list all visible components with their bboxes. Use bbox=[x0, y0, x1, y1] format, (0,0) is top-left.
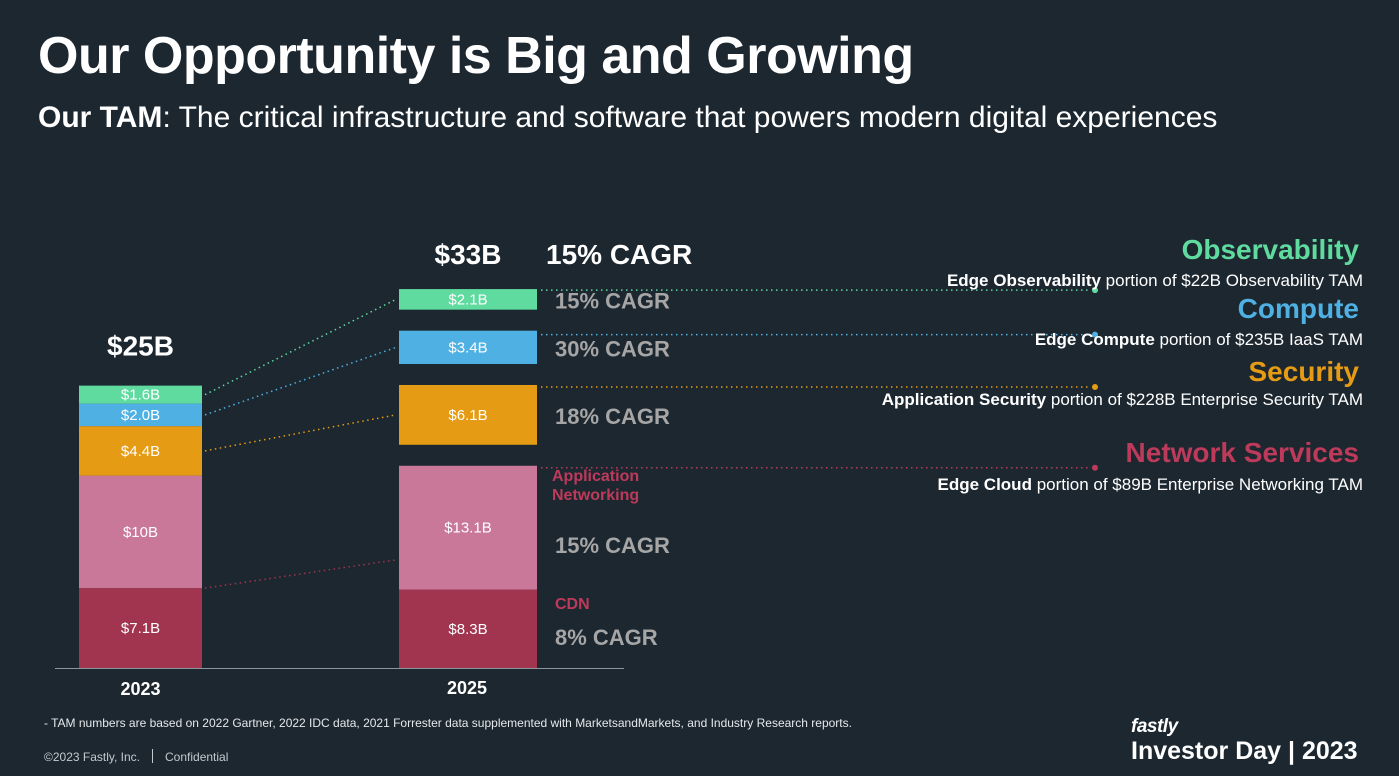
bar-2023-security bbox=[79, 426, 202, 476]
cagr-observability: 15% CAGR bbox=[555, 288, 670, 313]
fastly-logo: fastly bbox=[1131, 716, 1178, 737]
event-label: Investor Day | 2023 bbox=[1131, 737, 1358, 765]
copyright: ©2023 Fastly, Inc. Confidential bbox=[44, 749, 228, 764]
connector-observability bbox=[204, 298, 397, 396]
bar-2023-compute-label: $2.0B bbox=[121, 407, 160, 424]
category-observability-title: Observability bbox=[1181, 234, 1359, 265]
category-network-title: Network Services bbox=[1125, 437, 1359, 468]
cagr-compute: 30% CAGR bbox=[555, 336, 670, 361]
leader-dot-security bbox=[1092, 383, 1098, 390]
bar-2025-compute-label: $3.4B bbox=[448, 339, 487, 356]
total-2025: $33B bbox=[435, 239, 502, 270]
bar-2023-security-label: $4.4B bbox=[121, 443, 160, 460]
label-application: Application bbox=[552, 468, 639, 485]
bar-2025-observability-label: $2.1B bbox=[448, 291, 487, 308]
bar-2025-cdn bbox=[399, 589, 537, 668]
label-networking: Networking bbox=[552, 487, 639, 504]
bar-2023-observability-label: $1.6B bbox=[121, 387, 160, 404]
x-tick-2025: 2025 bbox=[447, 678, 487, 698]
category-security-title: Security bbox=[1248, 356, 1360, 387]
x-tick-2023: 2023 bbox=[120, 679, 160, 699]
page-title: Our Opportunity is Big and Growing bbox=[38, 27, 914, 85]
bar-2025-app_networking bbox=[399, 465, 537, 590]
category-compute-desc-bold: Edge Compute bbox=[1034, 330, 1155, 349]
bar-2023-app_networking bbox=[79, 475, 202, 589]
bar-2025-compute bbox=[399, 330, 537, 364]
leader-dot-compute bbox=[1092, 331, 1098, 338]
bar-2025-security bbox=[399, 384, 537, 445]
page-subtitle: Our TAM: The critical infrastructure and… bbox=[38, 101, 1217, 135]
category-compute-title: Compute bbox=[1237, 293, 1359, 324]
subtitle-rest: : The critical infrastructure and softwa… bbox=[162, 101, 1218, 134]
confidential-label: Confidential bbox=[165, 750, 229, 764]
divider bbox=[152, 749, 153, 763]
connector-compute bbox=[204, 346, 397, 416]
leader-dot-network bbox=[1092, 464, 1098, 471]
bar-2023-cdn bbox=[79, 588, 202, 668]
category-security-desc-bold: Application Security bbox=[881, 390, 1047, 409]
connector-cdn bbox=[204, 559, 397, 589]
cagr-cdn: 8% CAGR bbox=[555, 625, 658, 650]
copyright-text: ©2023 Fastly, Inc. bbox=[44, 750, 140, 764]
bar-2023-app_networking-label: $10B bbox=[123, 524, 158, 541]
category-network-desc-bold: Edge Cloud bbox=[937, 475, 1032, 494]
total-2023: $25B bbox=[107, 331, 174, 362]
bar-2025-app_networking-label: $13.1B bbox=[444, 520, 492, 537]
connector-security bbox=[204, 414, 397, 452]
bar-2025-cdn-label: $8.3B bbox=[448, 621, 487, 638]
bar-2023-cdn-label: $7.1B bbox=[121, 620, 160, 637]
category-security-desc: Application Security portion of $228B En… bbox=[882, 390, 1363, 410]
category-observability-desc-rest: portion of $22B Observability TAM bbox=[1100, 271, 1363, 290]
category-compute-desc-rest: portion of $235B IaaS TAM bbox=[1154, 330, 1364, 349]
category-network-desc-rest: portion of $89B Enterprise Networking TA… bbox=[1031, 475, 1363, 494]
bar-2025-security-label: $6.1B bbox=[448, 407, 487, 424]
subtitle-bold: Our TAM bbox=[38, 101, 163, 134]
cagr-app-networking: 15% CAGR bbox=[555, 533, 670, 558]
cagr-security: 18% CAGR bbox=[555, 404, 670, 429]
bar-2025-observability bbox=[399, 289, 537, 310]
category-network-desc: Edge Cloud portion of $89B Enterprise Ne… bbox=[938, 475, 1363, 495]
category-observability-desc: Edge Observability portion of $22B Obser… bbox=[947, 271, 1363, 291]
category-security-desc-rest: portion of $228B Enterprise Security TAM bbox=[1046, 390, 1363, 409]
bar-2023-compute bbox=[79, 403, 202, 427]
leader-dot-observability bbox=[1092, 287, 1098, 294]
footnote: - TAM numbers are based on 2022 Gartner,… bbox=[44, 716, 852, 730]
category-compute-desc: Edge Compute portion of $235B IaaS TAM bbox=[1035, 330, 1363, 350]
overall-cagr: 15% CAGR bbox=[546, 239, 692, 270]
category-observability-desc-bold: Edge Observability bbox=[946, 271, 1101, 290]
bar-2023-observability bbox=[79, 385, 202, 404]
label-cdn: CDN bbox=[555, 596, 590, 613]
